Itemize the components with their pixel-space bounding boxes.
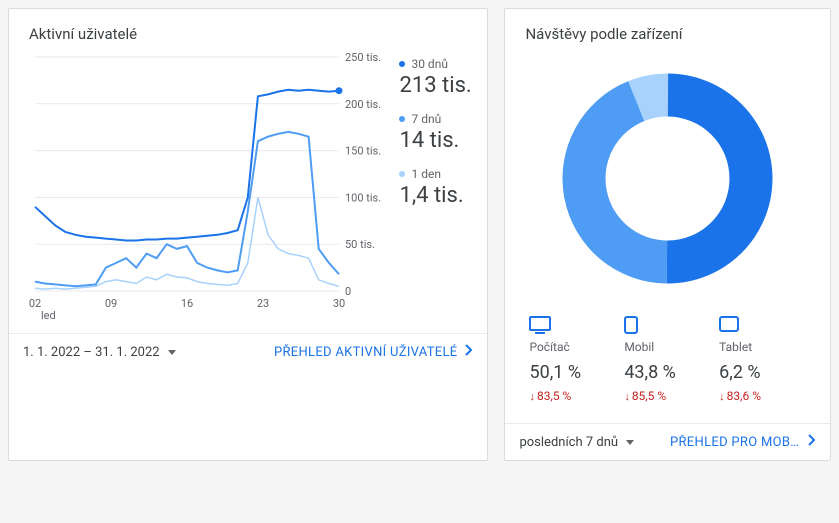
device-delta: ↓85,5 % [624, 389, 711, 403]
device-label: Počítač [529, 340, 616, 354]
card-title: Aktivní uživatelé [9, 9, 487, 51]
svg-text:led: led [41, 309, 56, 321]
footer-link-label: PŘEHLED AKTIVNÍ UŽIVATELÉ [274, 345, 458, 360]
svg-text:09: 09 [105, 297, 117, 310]
arrow-down-icon: ↓ [624, 390, 630, 403]
delta-value: 85,5 % [632, 389, 666, 403]
period-label: posledních 7 dnů [519, 435, 618, 450]
device-delta: ↓83,5 % [529, 389, 616, 403]
card-title: Návštěvy podle zařízení [505, 9, 830, 51]
legend-text: 1 den [411, 167, 440, 181]
svg-text:23: 23 [257, 297, 269, 310]
svg-text:200 tis.: 200 tis. [345, 98, 381, 111]
active-users-line-chart: 0 50 tis. 100 tis. 150 tis. 200 tis. 250 tis.… [29, 51, 389, 321]
mobile-report-link[interactable]: PŘEHLED PRO MOBILNÍ ZAŘÍZENÍ [670, 434, 816, 450]
svg-text:0: 0 [345, 285, 351, 298]
legend-label: 30 dnů [399, 57, 479, 71]
device-col-tablet: Tablet 6,2 % ↓83,6 % [719, 316, 806, 403]
device-label: Mobil [624, 340, 711, 354]
device-col-mobile: Mobil 43,8 % ↓85,5 % [624, 316, 711, 403]
legend-item: 30 dnů 213 tis. [399, 57, 479, 98]
svg-text:250 tis.: 250 tis. [345, 51, 381, 64]
line-chart-area: 0 50 tis. 100 tis. 150 tis. 200 tis. 250 tis.… [9, 51, 487, 333]
active-users-card: Aktivní uživatelé 0 50 tis. 100 tis. 150 ti… [8, 8, 488, 461]
legend-item: 7 dnů 14 tis. [399, 112, 479, 153]
date-range-dropdown[interactable]: 1. 1. 2022 – 31. 1. 2022 [23, 345, 176, 360]
legend-label: 1 den [399, 167, 479, 181]
card-footer: posledních 7 dnů PŘEHLED PRO MOBILNÍ ZAŘ… [505, 423, 830, 460]
desktop-icon [529, 316, 616, 334]
mobile-icon [624, 316, 711, 334]
legend-label: 7 dnů [399, 112, 479, 126]
svg-text:100 tis.: 100 tis. [345, 191, 381, 204]
device-value: 6,2 % [719, 362, 806, 383]
donut-chart-area [505, 51, 830, 316]
legend-dot-icon [399, 61, 405, 67]
delta-value: 83,6 % [727, 389, 761, 403]
legend-text: 30 dnů [411, 57, 447, 71]
legend-item: 1 den 1,4 tis. [399, 167, 479, 208]
legend-dot-icon [399, 116, 405, 122]
active-users-report-link[interactable]: PŘEHLED AKTIVNÍ UŽIVATELÉ [274, 344, 474, 360]
legend-value: 213 tis. [399, 73, 479, 98]
device-donut-chart [560, 71, 775, 286]
visits-by-device-card: Návštěvy podle zařízení Počítač50,1 %↓83… [504, 8, 831, 461]
chart-legend: 30 dnů 213 tis. 7 dnů 14 tis. 1 den 1,4 tis. [389, 51, 479, 325]
svg-text:16: 16 [181, 297, 193, 310]
device-col-desktop: Počítač 50,1 % ↓83,5 % [529, 316, 616, 403]
tablet-icon [719, 316, 806, 334]
device-breakdown-row: Počítač50,1 %↓83,5 %Mobil43,8 %↓85,5 %Ta… [505, 316, 830, 423]
footer-link-label: PŘEHLED PRO MOBILNÍ ZAŘÍZENÍ [670, 435, 800, 450]
legend-dot-icon [399, 171, 405, 177]
caret-down-icon [168, 350, 176, 355]
chevron-right-icon [465, 344, 473, 360]
card-footer: 1. 1. 2022 – 31. 1. 2022 PŘEHLED AKTIVNÍ… [9, 333, 487, 370]
device-value: 43,8 % [624, 362, 711, 383]
date-range-label: 1. 1. 2022 – 31. 1. 2022 [23, 345, 160, 360]
delta-value: 83,5 % [537, 389, 571, 403]
svg-text:150 tis.: 150 tis. [345, 145, 381, 158]
arrow-down-icon: ↓ [719, 390, 725, 403]
arrow-down-icon: ↓ [529, 390, 535, 403]
period-dropdown[interactable]: posledních 7 dnů [519, 435, 634, 450]
legend-value: 14 tis. [399, 128, 479, 153]
legend-value: 1,4 tis. [399, 183, 479, 208]
svg-text:50 tis.: 50 tis. [345, 238, 375, 251]
caret-down-icon [626, 440, 634, 445]
device-delta: ↓83,6 % [719, 389, 806, 403]
device-label: Tablet [719, 340, 806, 354]
device-value: 50,1 % [529, 362, 616, 383]
svg-text:02: 02 [29, 297, 41, 310]
chevron-right-icon [808, 434, 816, 450]
legend-text: 7 dnů [411, 112, 441, 126]
svg-text:30: 30 [333, 297, 345, 310]
